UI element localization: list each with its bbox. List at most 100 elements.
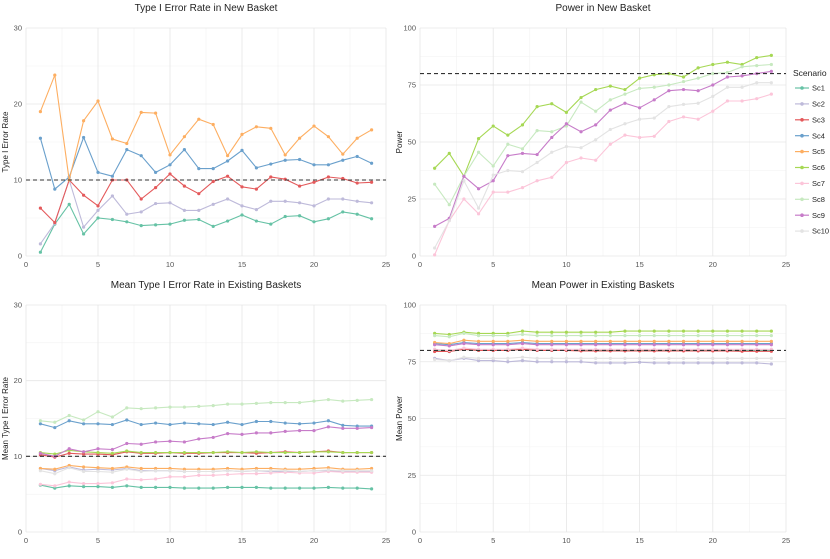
data-point [38, 422, 43, 426]
data-point [254, 466, 258, 471]
data-point [535, 347, 539, 351]
data-point [755, 334, 759, 338]
data-point [197, 192, 201, 196]
data-point [53, 73, 57, 77]
data-point [696, 117, 700, 121]
data-point [462, 174, 466, 178]
legend-item-sc7: Sc7 [795, 179, 825, 188]
data-point [520, 338, 525, 342]
data-point [755, 356, 759, 360]
data-point [96, 466, 100, 470]
data-point [535, 160, 539, 165]
legend: Scenario Sc1 Sc2 Sc3 Sc4 Sc5 Sc6 Sc7 Sc8 Sc9 Sc10 [793, 68, 829, 236]
data-point [506, 334, 510, 338]
data-point [491, 359, 495, 363]
data-point [579, 330, 583, 334]
x-tick-label: 25 [782, 260, 790, 269]
data-point [226, 432, 230, 436]
data-point [312, 220, 316, 224]
y-tick-label: 10 [14, 452, 22, 461]
data-point [110, 485, 114, 489]
x-tick-label: 25 [782, 536, 790, 545]
data-point [355, 426, 359, 430]
data-point [476, 206, 481, 210]
data-point [240, 432, 244, 436]
data-point [355, 486, 359, 490]
legend-item-sc10: Sc10 [795, 227, 829, 236]
data-point [740, 339, 744, 343]
data-point [696, 339, 700, 343]
data-point [38, 136, 43, 140]
panel-title: Mean Type I Error Rate in Existing Baske… [111, 280, 301, 291]
data-point [38, 206, 43, 210]
data-point [681, 102, 686, 106]
data-point [696, 329, 700, 333]
data-point [520, 170, 525, 174]
data-point [667, 105, 671, 109]
legend-label: Sc8 [812, 195, 825, 204]
data-point [110, 174, 114, 178]
data-point [550, 347, 554, 351]
data-point [269, 419, 273, 424]
data-point [506, 190, 510, 194]
data-point [110, 447, 114, 452]
legend-label: Sc10 [812, 227, 829, 236]
legend-item-sc8: Sc8 [795, 195, 825, 204]
data-point [226, 450, 230, 454]
data-point [283, 153, 287, 157]
data-point [82, 193, 86, 197]
data-point [447, 344, 451, 348]
data-point [564, 343, 569, 347]
data-point [53, 425, 57, 430]
data-point [594, 123, 598, 127]
data-point [740, 85, 744, 89]
legend-swatch-point [800, 197, 804, 202]
data-point [197, 117, 201, 121]
data-point [341, 426, 345, 430]
series-sc4 [38, 135, 374, 191]
series-line [40, 399, 372, 423]
data-point [197, 217, 201, 222]
data-point [312, 486, 316, 490]
data-point [579, 356, 583, 360]
y-tick-label: 100 [403, 301, 416, 310]
data-point [125, 484, 129, 488]
x-tick-label: 10 [166, 536, 174, 545]
data-point [341, 210, 345, 214]
y-axis-label: Type I Error Rate [1, 111, 10, 172]
data-point [240, 185, 244, 189]
data-point [96, 422, 100, 426]
data-point [254, 472, 258, 476]
legend-label: Sc7 [812, 179, 825, 188]
data-point [681, 79, 686, 84]
data-point [579, 339, 583, 343]
data-point [226, 174, 230, 178]
data-point [550, 102, 554, 106]
series-line [40, 449, 372, 455]
data-point [326, 450, 330, 454]
data-point [769, 329, 773, 333]
data-point [168, 475, 172, 479]
x-tick-label: 5 [491, 536, 495, 545]
data-point [696, 89, 700, 93]
data-point [652, 356, 656, 360]
data-point [579, 156, 583, 160]
data-point [240, 485, 244, 489]
data-point [564, 339, 569, 343]
series-sc10 [433, 81, 773, 250]
x-tick-label: 10 [562, 536, 570, 545]
data-point [38, 451, 43, 455]
data-point [240, 148, 244, 152]
data-point [96, 447, 100, 451]
data-point [476, 334, 481, 338]
data-point [154, 440, 158, 444]
x-tick-label: 15 [635, 260, 643, 269]
data-point [652, 343, 656, 347]
data-point [638, 135, 642, 140]
data-point [154, 421, 158, 425]
data-point [269, 162, 273, 166]
data-point [608, 361, 612, 365]
data-point [696, 361, 700, 365]
data-point [254, 419, 258, 424]
